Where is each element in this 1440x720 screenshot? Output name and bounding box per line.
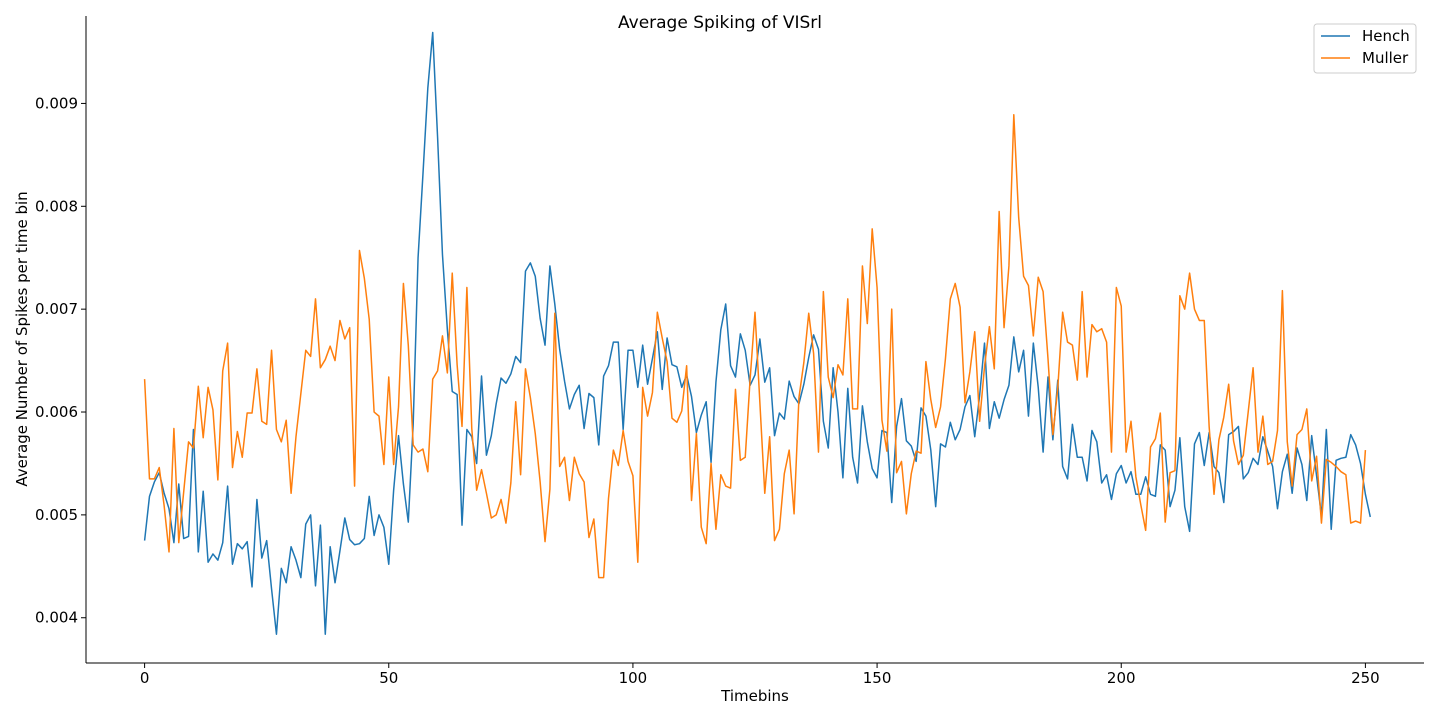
y-tick-label: 0.006 <box>35 403 78 421</box>
series-line-hench <box>143 31 1372 635</box>
x-axis-title: Timebins <box>720 687 789 705</box>
y-axis-title: Average Number of Spikes per time bin <box>13 191 31 486</box>
x-tick-label: 50 <box>379 669 398 687</box>
y-tick-label: 0.009 <box>35 94 78 112</box>
y-ticks: 0.004 0.005 0.006 0.007 0.008 0.009 <box>35 94 86 627</box>
x-tick-label: 150 <box>863 669 892 687</box>
legend: Hench Muller <box>1313 23 1417 74</box>
x-tick-label: 200 <box>1107 669 1136 687</box>
legend-label-muller: Muller <box>1362 49 1409 67</box>
y-tick-label: 0.007 <box>35 300 78 318</box>
chart-title: Average Spiking of VISrl <box>618 13 822 33</box>
y-tick-label: 0.005 <box>35 506 78 524</box>
x-ticks: 0 50 100 150 200 250 <box>140 663 1380 687</box>
x-tick-label: 100 <box>619 669 648 687</box>
series-line-muller <box>143 114 1367 579</box>
x-tick-label: 250 <box>1351 669 1380 687</box>
axes-layer <box>85 16 1424 664</box>
x-tick-label: 0 <box>140 669 150 687</box>
y-tick-label: 0.008 <box>35 197 78 215</box>
series-layer <box>143 31 1372 635</box>
y-tick-label: 0.004 <box>35 609 78 627</box>
legend-label-hench: Hench <box>1362 27 1410 45</box>
